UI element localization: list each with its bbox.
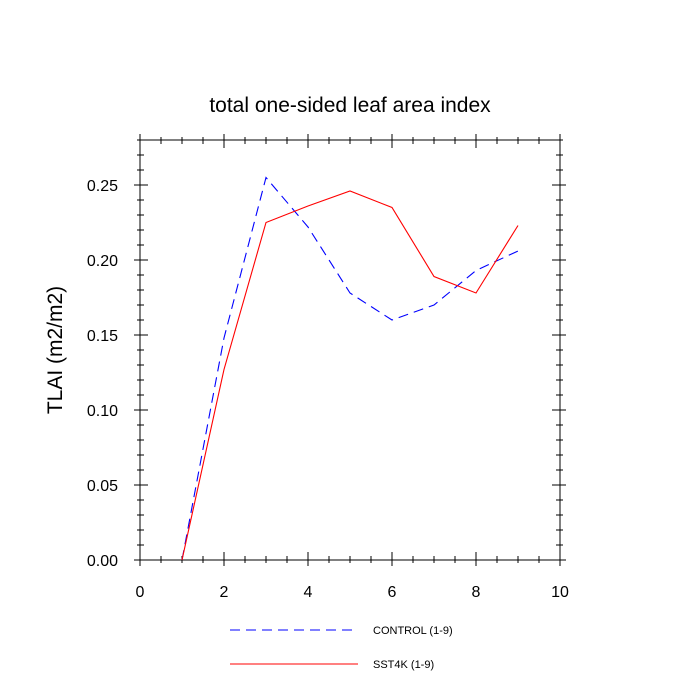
tick-labels: 0 2 4 6 8 10 0.00 0.05 0.10 0.15 0.20 0.25 [87,178,569,601]
y-tick-label: 0.25 [87,178,118,195]
x-tick-label: 8 [472,584,481,601]
y-tick-label: 0.15 [87,328,118,345]
legend-label-0: CONTROL (1-9) [373,625,453,637]
y-tick-label: 0.00 [87,553,118,570]
y-tick-label: 0.05 [87,478,118,495]
y-axis-label: TLAI (m2/m2) [44,286,67,414]
legend: CONTROL (1-9) SST4K (1-9) [230,625,453,671]
axis-ticks [134,134,566,566]
x-tick-label: 2 [220,584,229,601]
x-tick-label: 6 [388,584,397,601]
series-line-0 [181,176,519,561]
x-tick-label: 4 [304,584,313,601]
series-line-1 [181,190,519,561]
x-tick-label: 0 [136,584,145,601]
y-tick-label: 0.20 [87,253,118,270]
series-lines [181,176,519,561]
chart-title: total one-sided leaf area index [209,94,491,117]
plot-frame [139,139,561,561]
y-tick-label: 0.10 [87,403,118,420]
legend-label-1: SST4K (1-9) [373,659,434,671]
x-tick-label: 10 [551,584,569,601]
